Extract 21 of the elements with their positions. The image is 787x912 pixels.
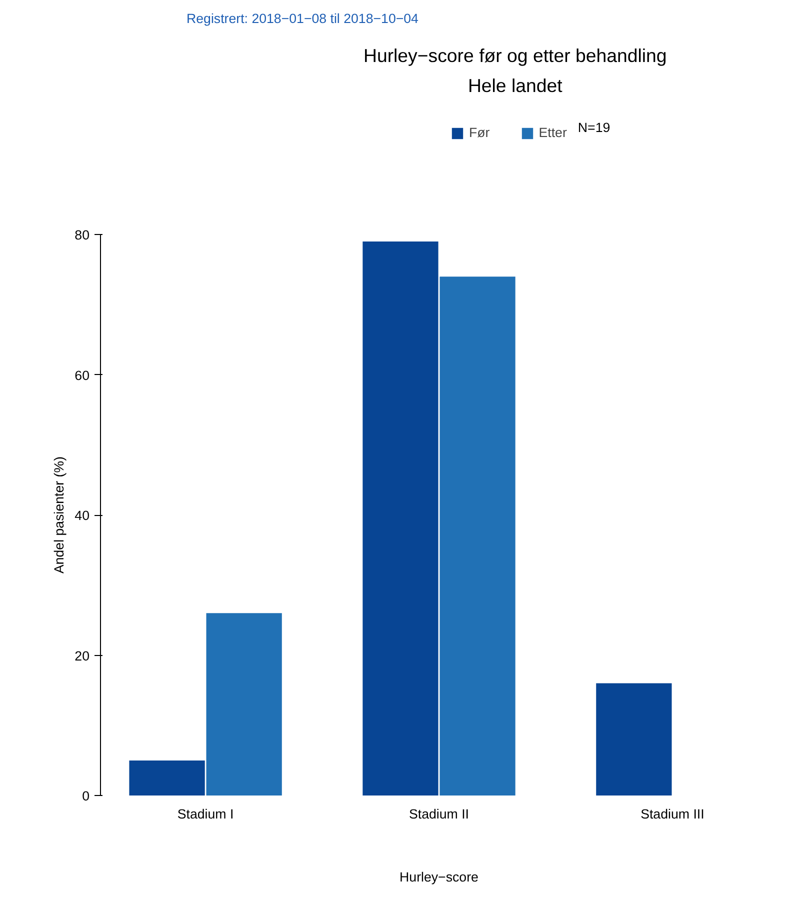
x-tick-label: Stadium III [640, 806, 704, 822]
bar [206, 613, 282, 796]
text: Registrert: 2018−01−08 til 2018−10−04 [186, 11, 420, 26]
legend-label: Etter [538, 125, 567, 140]
x-axis-title: Hurley−score [400, 870, 478, 884]
bar [596, 683, 672, 796]
text: N=19 [578, 120, 610, 135]
y-axis-title: Andel pasienter (%) [52, 456, 67, 574]
bar [362, 242, 438, 796]
x-tick-label: Stadium II [409, 806, 470, 822]
x-tick-label: Stadium I [177, 806, 234, 822]
y-tick-label: 0 [82, 788, 90, 804]
y-tick-label: 60 [74, 368, 90, 383]
bar [129, 760, 205, 796]
chart-subtitle: Hele landet [468, 75, 564, 96]
bar [440, 276, 516, 796]
legend-label: Før [469, 125, 490, 140]
y-tick-label: 20 [74, 648, 90, 664]
chart-title: Hurley−score før og etter behandling [363, 45, 667, 66]
y-tick-label: 80 [74, 228, 90, 242]
y-tick-label: 40 [74, 508, 90, 523]
